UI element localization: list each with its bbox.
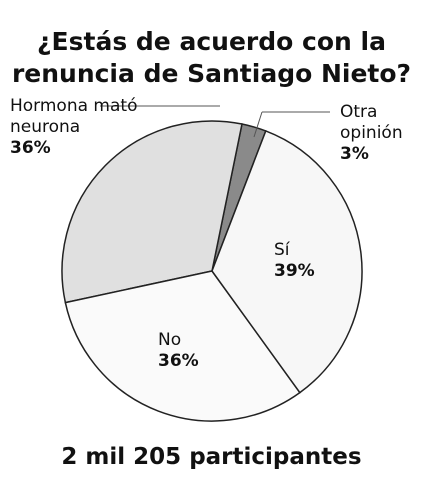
slice-label: No 36%	[158, 330, 248, 372]
slice-label: Sí 39%	[274, 240, 364, 282]
value-label: 3%	[340, 144, 369, 164]
value-label: 39%	[274, 261, 315, 281]
category-label: Hormona mató neurona	[10, 96, 138, 137]
annotation: 2 mil 205 participantes	[61, 444, 362, 470]
pie-slice	[64, 270, 301, 422]
pie-slice	[211, 129, 363, 394]
slice-label: Otra opinión 3%	[340, 102, 420, 165]
leader-line	[253, 111, 263, 138]
category-label: Otra opinión	[340, 102, 403, 143]
value-label: 36%	[10, 138, 51, 158]
pie-slice	[61, 120, 243, 304]
slice-label: Hormona mató neurona 36%	[10, 96, 170, 159]
category-label: No	[158, 330, 182, 350]
category-label: Sí	[274, 240, 290, 260]
chart-title: ¿Estás de acuerdo con la renuncia de San…	[11, 27, 412, 88]
value-label: 36%	[158, 351, 199, 371]
